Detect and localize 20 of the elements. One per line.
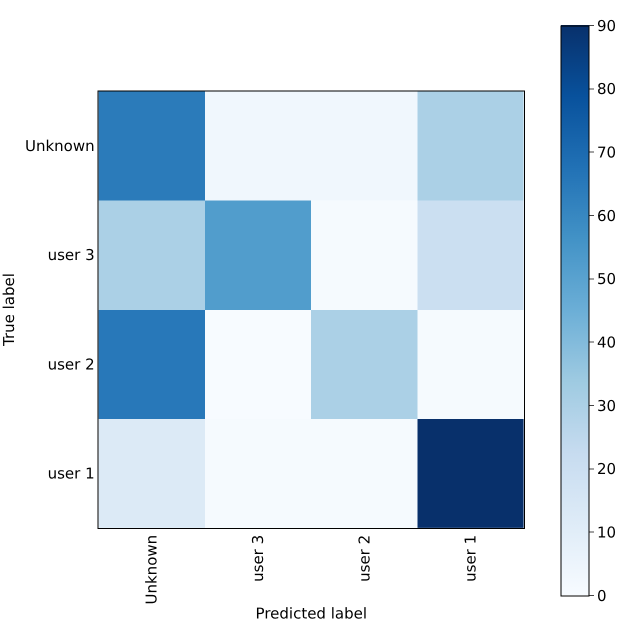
y-tick-label: user 1	[48, 464, 95, 483]
color-bar-label: 30	[597, 396, 616, 415]
color-bar-label: 70	[597, 143, 616, 162]
color-bar-label: 40	[597, 333, 616, 352]
x-tick-label: Unknown	[142, 534, 161, 604]
color-bar-label: 20	[597, 460, 616, 478]
color-bar-label: 90	[597, 16, 616, 35]
x-tick-label: user 3	[248, 534, 267, 582]
x-axis-title: Predicted label	[256, 604, 368, 622]
color-bar-label: 10	[597, 523, 616, 542]
color-bar-label: 0	[597, 586, 607, 605]
x-tick-label: user 1	[462, 534, 480, 582]
y-axis-title: True label	[0, 273, 18, 348]
color-bar-label: 50	[597, 270, 616, 288]
y-tick-label: Unknown	[24, 137, 95, 156]
color-bar-label: 80	[597, 80, 616, 98]
y-tick-label: user 2	[48, 355, 95, 374]
x-tick-label: user 2	[355, 534, 374, 582]
y-tick-label: user 3	[48, 246, 95, 264]
color-bar-label: 60	[597, 206, 616, 225]
